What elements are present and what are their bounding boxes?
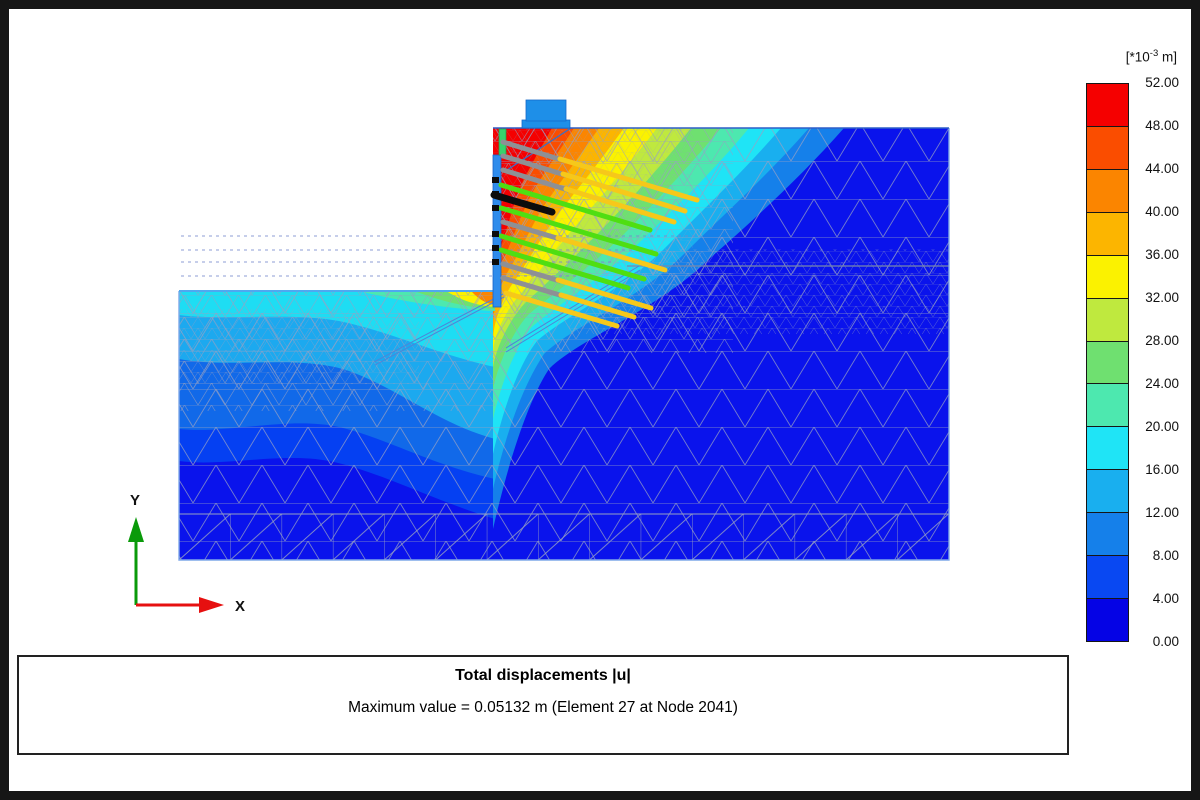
anchor-head	[492, 245, 499, 251]
anchor-head	[492, 231, 499, 237]
y-axis-label: Y	[130, 492, 140, 509]
anchor-rod-yellow	[555, 235, 668, 273]
anchor-rod-gray	[500, 153, 568, 178]
model-boundary-line	[178, 128, 950, 561]
caption-title: Total displacements |u|	[455, 667, 631, 684]
anchor-rod-green	[498, 182, 653, 233]
building-block	[525, 99, 567, 122]
mesh-bottom-quads	[179, 514, 949, 560]
anchor-rod-black	[490, 191, 556, 216]
anchor-rod-yellow	[563, 186, 677, 225]
anchor-rod-gray	[500, 261, 563, 284]
anchor-rod-gray	[500, 167, 571, 193]
anchor-rods	[490, 139, 700, 329]
anchor-rod-yellow	[558, 292, 637, 320]
anchor-head	[492, 177, 499, 183]
anchor-rod-yellow	[503, 290, 620, 329]
x-axis-label: X	[235, 598, 245, 615]
anchor-rod-yellow	[555, 277, 654, 311]
anchor-rod-gray	[500, 219, 563, 242]
anchor-rod-gray	[500, 275, 566, 299]
mesh-fine-left-band	[179, 309, 419, 384]
anchor-head	[492, 259, 499, 265]
anchor-rod-gray	[500, 139, 565, 163]
axis-indicator: Y X	[128, 492, 245, 615]
anchor-rod-yellow	[557, 156, 700, 203]
anchor-rod-green	[498, 247, 631, 291]
fem-contour-plot: Y X	[128, 99, 950, 615]
anchor-rod-green	[498, 233, 647, 282]
anchor-rod-green	[498, 205, 659, 257]
faint-dashed-lines	[181, 235, 701, 277]
caption-subtitle: Maximum value = 0.05132 m (Element 27 at…	[348, 699, 738, 716]
anchor-head	[492, 191, 499, 197]
anchor-rod-yellow	[560, 171, 688, 214]
x-axis-arrow-head	[199, 597, 224, 613]
diagonal-interface-left	[373, 293, 505, 366]
caption-box: Total displacements |u| Maximum value = …	[17, 655, 1069, 755]
contour-zones	[179, 128, 949, 560]
anchor-heads	[492, 177, 499, 265]
anchor-head	[492, 205, 499, 211]
y-axis-arrow-head	[128, 517, 144, 542]
